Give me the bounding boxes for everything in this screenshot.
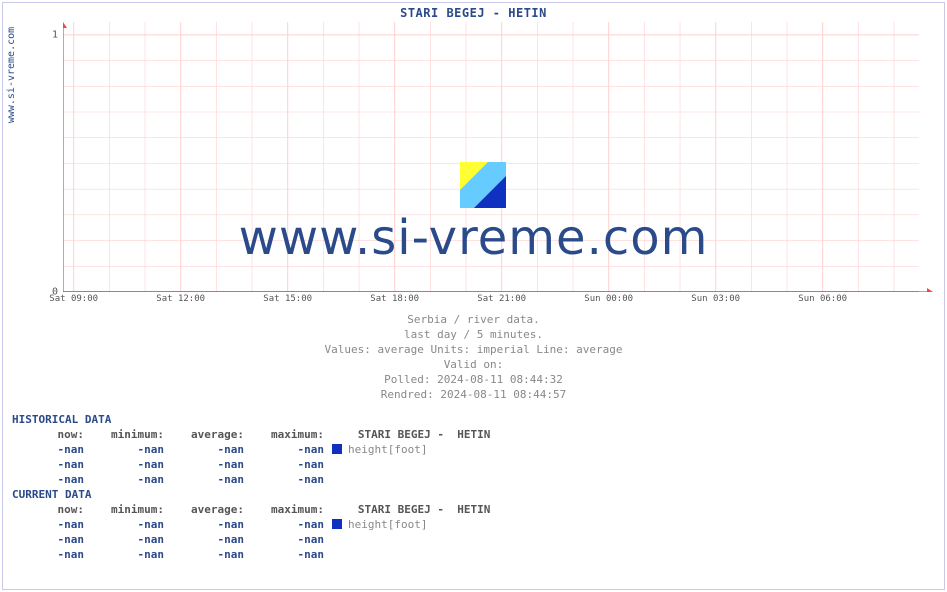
col-header: now: [12,427,92,442]
table-cell: -nan [252,472,332,487]
row-extra: height[foot] [332,442,498,457]
x-tick-label: Sat 09:00 [49,294,98,304]
table-cell: -nan [92,532,172,547]
x-tick-label: Sun 00:00 [584,294,633,304]
table-cell: -nan [172,457,252,472]
table-cell: -nan [92,472,172,487]
table-cell: -nan [12,442,92,457]
chart-title: STARI BEGEJ - HETIN [0,6,947,20]
table-cell: -nan [12,517,92,532]
series-header: STARI BEGEJ - HETIN [332,502,498,517]
table-row: -nan-nan-nan-nan [12,472,498,487]
table-row: -nan-nan-nan-nanheight[foot] [12,442,498,457]
row-extra [332,472,498,487]
historical-header: HISTORICAL DATA [12,412,498,427]
historical-table: now:minimum:average:maximum: STARI BEGEJ… [12,427,498,487]
table-cell: -nan [12,472,92,487]
table-cell: -nan [12,457,92,472]
x-tick-label: Sat 21:00 [477,294,526,304]
table-cell: -nan [252,517,332,532]
col-header: average: [172,427,252,442]
meta-line-3: Values: average Units: imperial Line: av… [0,342,947,357]
col-header: minimum: [92,502,172,517]
x-tick-label: Sat 12:00 [156,294,205,304]
table-cell: -nan [252,442,332,457]
x-tick-label: Sun 06:00 [798,294,847,304]
table-row: -nan-nan-nan-nan [12,532,498,547]
col-header: maximum: [252,502,332,517]
table-cell: -nan [172,532,252,547]
table-row: -nan-nan-nan-nan [12,457,498,472]
table-cell: -nan [172,472,252,487]
data-tables: HISTORICAL DATA now:minimum:average:maxi… [12,412,498,562]
table-cell: -nan [92,547,172,562]
table-cell: -nan [252,457,332,472]
y-tick-label: 1 [52,29,58,40]
watermark-text: www.si-vreme.com [0,210,947,266]
row-extra [332,532,498,547]
x-tick-label: Sat 15:00 [263,294,312,304]
meta-line-6: Rendred: 2024-08-11 08:44:57 [0,387,947,402]
table-cell: -nan [172,517,252,532]
table-row: -nan-nan-nan-nan [12,547,498,562]
chart-metadata: Serbia / river data. last day / 5 minute… [0,312,947,402]
table-cell: -nan [252,532,332,547]
table-cell: -nan [252,547,332,562]
col-header: now: [12,502,92,517]
row-extra: height[foot] [332,517,498,532]
col-header: average: [172,502,252,517]
current-table: now:minimum:average:maximum: STARI BEGEJ… [12,502,498,562]
watermark-logo-icon [460,162,506,208]
series-header: STARI BEGEJ - HETIN [332,427,498,442]
x-tick-label: Sat 18:00 [370,294,419,304]
table-cell: -nan [172,547,252,562]
row-extra [332,547,498,562]
table-row: -nan-nan-nan-nanheight[foot] [12,517,498,532]
series-swatch-icon [332,519,342,529]
table-cell: -nan [172,442,252,457]
unit-label: height[foot] [344,443,427,456]
meta-line-5: Polled: 2024-08-11 08:44:32 [0,372,947,387]
col-header: maximum: [252,427,332,442]
col-header: minimum: [92,427,172,442]
table-cell: -nan [12,547,92,562]
meta-line-2: last day / 5 minutes. [0,327,947,342]
row-extra [332,457,498,472]
unit-label: height[foot] [344,518,427,531]
x-tick-label: Sun 03:00 [691,294,740,304]
meta-line-1: Serbia / river data. [0,312,947,327]
table-cell: -nan [92,457,172,472]
meta-line-4: Valid on: [0,357,947,372]
table-cell: -nan [92,517,172,532]
x-tick-labels: Sat 09:00Sat 12:00Sat 15:00Sat 18:00Sat … [63,294,933,308]
current-header: CURRENT DATA [12,487,498,502]
table-cell: -nan [92,442,172,457]
table-cell: -nan [12,532,92,547]
series-swatch-icon [332,444,342,454]
